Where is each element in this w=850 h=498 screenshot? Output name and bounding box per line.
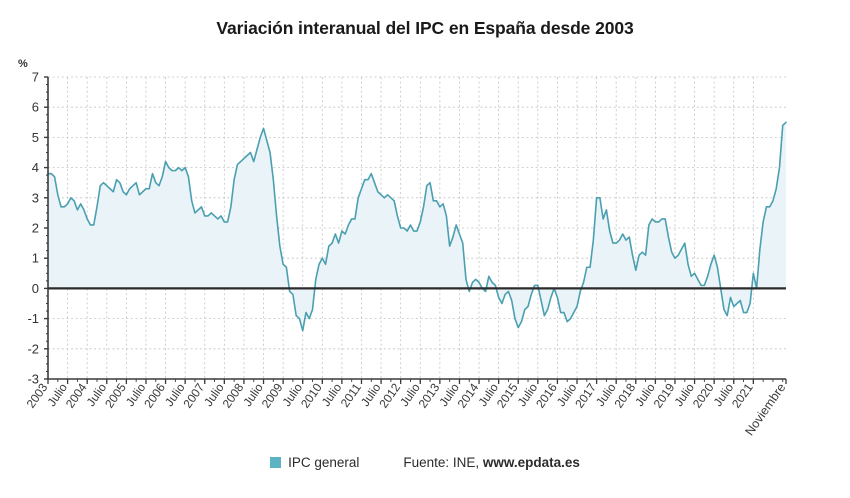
svg-text:2: 2 xyxy=(32,221,39,236)
svg-text:2012: 2012 xyxy=(376,380,403,410)
svg-text:3: 3 xyxy=(32,190,39,205)
y-axis-ticks xyxy=(44,76,48,380)
source-note: Fuente: INE, www.epdata.es xyxy=(403,455,580,470)
svg-text:2004: 2004 xyxy=(63,380,90,410)
svg-text:2015: 2015 xyxy=(494,380,521,410)
svg-text:2008: 2008 xyxy=(220,380,247,410)
svg-text:2019: 2019 xyxy=(651,380,678,410)
svg-text:2011: 2011 xyxy=(338,380,364,409)
svg-text:-3: -3 xyxy=(27,372,39,387)
x-axis-ticks xyxy=(47,379,787,384)
svg-text:2013: 2013 xyxy=(416,380,443,410)
legend-swatch-icon xyxy=(270,457,282,468)
svg-text:2009: 2009 xyxy=(259,380,286,410)
source-prefix: Fuente: INE, xyxy=(403,455,483,470)
svg-text:2017: 2017 xyxy=(572,380,599,410)
svg-text:2014: 2014 xyxy=(455,380,482,410)
svg-text:2016: 2016 xyxy=(533,380,560,410)
svg-text:0: 0 xyxy=(32,281,39,296)
svg-text:4: 4 xyxy=(32,160,39,175)
x-axis-tick-labels: 2003Julio2004Julio2005Julio2006Julio2007… xyxy=(24,380,789,438)
series-line-ipc-general xyxy=(47,121,787,332)
chart-title: Variación interanual del IPC en España d… xyxy=(216,18,634,38)
svg-text:5: 5 xyxy=(32,130,39,145)
svg-text:2007: 2007 xyxy=(180,380,207,410)
svg-text:-2: -2 xyxy=(27,341,39,356)
svg-text:2005: 2005 xyxy=(102,380,129,410)
svg-text:2020: 2020 xyxy=(690,380,717,410)
svg-text:6: 6 xyxy=(32,100,39,115)
svg-text:2006: 2006 xyxy=(141,380,168,410)
source-site-link[interactable]: www.epdata.es xyxy=(482,455,580,470)
y-axis-tick-labels: 7 6 5 4 3 2 1 0 -1 -2 -3 xyxy=(27,70,39,387)
legend-label: IPC general xyxy=(288,455,360,470)
svg-text:7: 7 xyxy=(32,70,39,85)
svg-text:2010: 2010 xyxy=(298,380,325,410)
svg-text:2021: 2021 xyxy=(729,380,756,410)
legend-item-ipc-general: IPC general xyxy=(270,455,359,470)
svg-text:1: 1 xyxy=(32,251,39,266)
y-axis-unit-label: % xyxy=(18,58,28,70)
svg-text:-1: -1 xyxy=(27,311,39,326)
svg-text:2018: 2018 xyxy=(611,380,638,410)
series-area-fill xyxy=(48,122,786,331)
chart-legend: IPC general Fuente: INE, www.epdata.es xyxy=(0,455,850,470)
